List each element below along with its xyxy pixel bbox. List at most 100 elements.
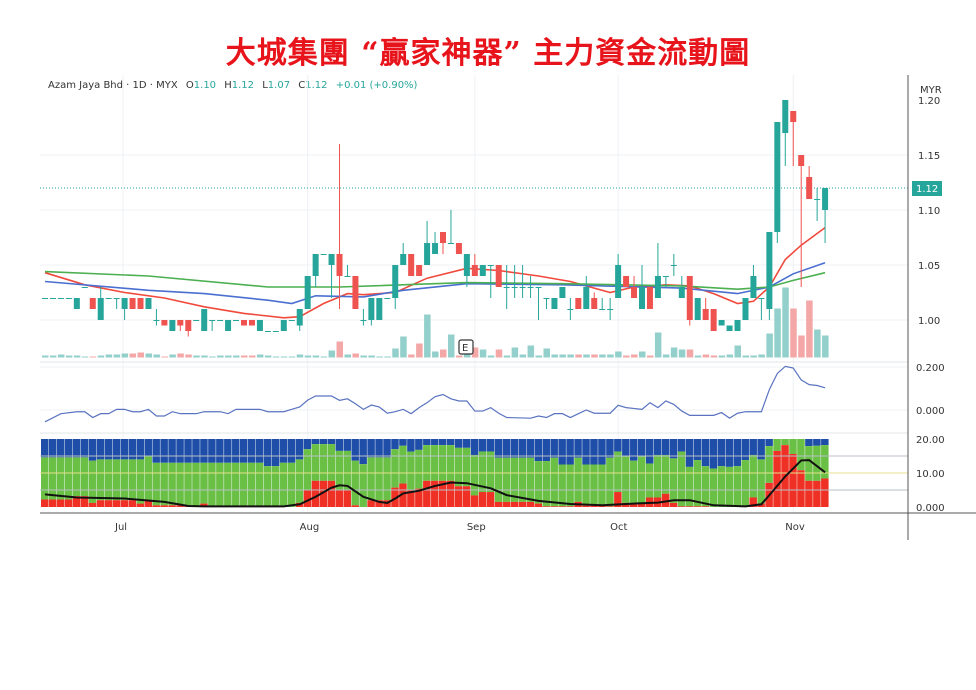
flow-green-segment xyxy=(88,460,97,503)
flow-blue-segment xyxy=(383,439,391,458)
flow-green-segment xyxy=(733,466,742,507)
flow-green-segment xyxy=(765,446,773,483)
flow-blue-segment xyxy=(446,439,455,446)
candle-body xyxy=(304,276,311,309)
volume-bar xyxy=(185,354,192,358)
flow-blue-segment xyxy=(96,439,105,460)
candle-body xyxy=(726,325,733,331)
flow-blue-segment xyxy=(693,439,702,461)
volume-bar xyxy=(73,355,81,358)
flow-red-segment xyxy=(693,506,702,507)
flow-green-segment xyxy=(534,461,543,504)
flow-red-segment xyxy=(41,499,49,507)
flow-blue-segment xyxy=(813,439,821,446)
flow-red-segment xyxy=(311,480,320,507)
flow-red-segment xyxy=(96,500,105,507)
flow-green-segment xyxy=(423,445,431,481)
flow-green-segment xyxy=(526,457,535,502)
volume-bar xyxy=(169,354,176,358)
candle-body xyxy=(543,298,550,299)
flow-blue-segment xyxy=(470,439,479,455)
volume-bar xyxy=(209,356,216,358)
candle-body xyxy=(511,287,518,288)
candle-body xyxy=(463,254,470,276)
volume-bar xyxy=(201,355,208,358)
flow-red-segment xyxy=(391,487,399,507)
flow-green-segment xyxy=(399,445,407,484)
candle-body xyxy=(320,254,327,255)
volume-bar xyxy=(583,354,590,358)
candle-body xyxy=(678,287,685,298)
flow-blue-segment xyxy=(534,439,543,462)
volume-bar xyxy=(42,355,49,358)
volume-bar xyxy=(225,355,232,358)
flow-blue-segment xyxy=(128,439,137,460)
flow-blue-segment xyxy=(622,439,630,457)
flow-blue-segment xyxy=(152,439,160,463)
flow-green-segment xyxy=(653,454,662,498)
candle-body xyxy=(615,265,622,298)
volume-bar xyxy=(734,345,742,358)
volume-bar xyxy=(65,355,73,358)
flow-blue-segment xyxy=(200,439,208,463)
symbol-name[interactable]: Azam Jaya Bhd · 1D · MYX xyxy=(48,80,178,91)
flow-red-segment xyxy=(367,500,375,507)
flow-red-segment xyxy=(630,502,638,507)
earnings-marker[interactable]: E xyxy=(458,339,474,355)
flow-green-segment xyxy=(518,457,527,502)
flow-red-segment xyxy=(821,478,829,507)
candle-body xyxy=(662,276,669,277)
last-price-label: 1.12 xyxy=(916,184,938,195)
volume-bar xyxy=(455,355,463,358)
flow-red-segment xyxy=(335,490,344,507)
flow-blue-segment xyxy=(685,439,694,467)
candle-body xyxy=(527,287,534,288)
volume-bar xyxy=(105,354,113,358)
flow-green-segment xyxy=(120,459,129,501)
flow-blue-segment xyxy=(645,439,654,464)
flow-green-segment xyxy=(56,457,65,500)
flow-green-segment xyxy=(255,462,264,507)
candle-body xyxy=(288,320,295,321)
flow-red-segment xyxy=(550,506,558,507)
flow-red-segment xyxy=(88,502,97,507)
flow-blue-segment xyxy=(606,439,614,458)
volume-bar xyxy=(288,356,296,358)
flow-blue-segment xyxy=(343,439,351,451)
flow-red-segment xyxy=(399,483,407,507)
flow-blue-segment xyxy=(462,439,471,448)
flow-red-segment xyxy=(415,488,423,507)
price-tick-label: 1.00 xyxy=(918,316,940,327)
candle-body xyxy=(495,265,502,287)
volume-bar xyxy=(662,354,670,358)
candle-body xyxy=(137,298,144,309)
candle-body xyxy=(686,276,693,320)
volume-bar xyxy=(471,347,479,358)
flow-green-segment xyxy=(821,445,829,479)
volume-bar xyxy=(416,343,423,358)
flow-blue-segment xyxy=(486,439,495,452)
candle-body xyxy=(121,298,128,309)
currency-label: MYR xyxy=(920,85,942,96)
flow-green-segment xyxy=(677,451,686,507)
volume-bar xyxy=(121,353,129,358)
flow-blue-segment xyxy=(574,439,582,458)
flow-blue-segment xyxy=(542,439,550,462)
flow-blue-segment xyxy=(56,439,65,458)
candle-body xyxy=(440,232,446,243)
axes: MYR 1.12 E Jul Aug Sep Oct Nov 1.20 1.15 1.10 1.… xyxy=(40,75,976,540)
flow-red-segment xyxy=(789,453,797,507)
volume-bar xyxy=(519,354,527,358)
volume-bar xyxy=(814,329,821,358)
volume-bar xyxy=(440,349,447,358)
flow-red-segment xyxy=(677,506,686,507)
flow-green-segment xyxy=(263,466,272,507)
flow-blue-segment xyxy=(176,439,184,463)
flow-blue-segment xyxy=(120,439,129,460)
money-flow-tick-label: 0.000 xyxy=(916,503,945,514)
candle-body xyxy=(42,298,48,299)
oscillator-tick-label: 0.200 xyxy=(916,363,945,374)
candle-body xyxy=(57,298,64,299)
volume-bar xyxy=(575,354,582,358)
